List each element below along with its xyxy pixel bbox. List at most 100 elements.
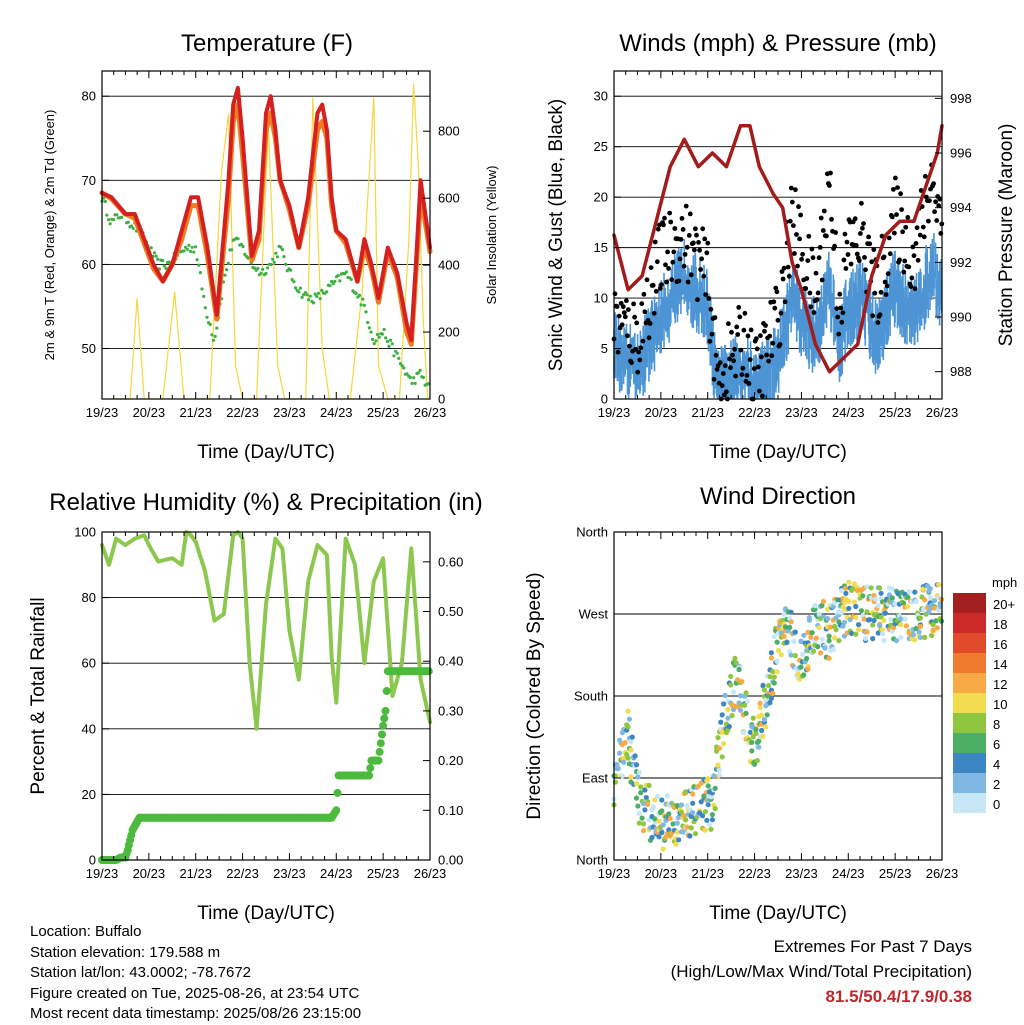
gust-point [755, 364, 761, 370]
humidity-xtick-label: 19/23 [86, 866, 119, 881]
gust-series [611, 162, 945, 402]
gust-point [836, 331, 842, 337]
winds-xtick-label: 22/23 [738, 405, 771, 420]
pressure-y2tick-label: 988 [950, 364, 972, 379]
direction-point [718, 719, 724, 725]
gust-point [615, 349, 621, 355]
direction-point [707, 822, 713, 828]
precipitation-point [332, 806, 341, 815]
dewpoint-point [313, 292, 317, 296]
direction-point [683, 817, 689, 823]
winds-ticks: 19/23 20/23 21/23 22/23 23/23 24/23 25/23 26/23… [594, 71, 972, 420]
winds-xtick-label: 26/23 [926, 405, 959, 420]
direction-point [700, 813, 706, 819]
direction-point [898, 616, 904, 622]
dewpoint-point [372, 342, 376, 346]
gust-point [704, 250, 710, 256]
gust-point [839, 319, 845, 325]
direction-point [666, 811, 672, 817]
direction-point [927, 595, 933, 601]
dewpoint-point [320, 288, 324, 292]
direction-point [692, 831, 699, 837]
gust-point [870, 313, 876, 319]
colorbar-swatch [953, 753, 986, 773]
station-info: Location: Buffalo Station elevation: 179… [30, 922, 361, 1025]
direction-point [819, 602, 825, 609]
info-created: Figure created on Tue, 2025-08-26, at 23… [30, 984, 360, 1002]
gust-point [841, 257, 847, 263]
humidity-xtick-label: 25/23 [367, 866, 400, 881]
dewpoint-point [210, 333, 214, 337]
dewpoint-point [331, 282, 335, 286]
gust-point [677, 256, 683, 262]
direction-point [878, 590, 884, 596]
direction-point [864, 584, 870, 590]
direction-point [882, 610, 888, 616]
gust-point [754, 346, 760, 352]
gust-point [764, 352, 769, 358]
temperature-panel: Temperature (F) 19/23 20/23 21/23 22/23 23/2… [42, 30, 499, 463]
gust-point [668, 219, 674, 225]
direction-point [856, 627, 862, 633]
humidity-precip-panel: Relative Humidity (%) & Precipitation (i… [28, 489, 483, 924]
direction-point [670, 821, 676, 827]
precip-y2tick-label: 0.20 [438, 753, 463, 768]
gust-point [891, 187, 896, 192]
gust-point [829, 216, 834, 222]
gust-point [909, 275, 915, 281]
gust-point [906, 264, 912, 270]
direction-point [753, 726, 759, 733]
direction-point [767, 700, 773, 706]
gust-point [819, 277, 825, 283]
direction-point [690, 800, 696, 806]
gust-point [875, 320, 881, 325]
direction-point [843, 585, 849, 591]
gust-point [937, 196, 943, 202]
temperature-xlabel: Time (Day/UTC) [197, 442, 335, 463]
gust-point [912, 286, 918, 292]
dewpoint-point [361, 297, 365, 301]
direction-point [705, 802, 711, 808]
direction-point [881, 637, 887, 644]
gust-point [686, 233, 692, 238]
precipitation-point [382, 687, 391, 695]
colorbar-label: 14 [993, 657, 1007, 672]
gust-point [698, 267, 703, 272]
gust-point [713, 352, 719, 358]
gust-point [616, 313, 622, 319]
dewpoint-point [203, 306, 207, 310]
gust-point [633, 346, 638, 352]
dewpoint-point [389, 338, 393, 342]
dewpoint-point [392, 354, 396, 358]
direction-point [742, 702, 748, 708]
dewpoint-point [189, 249, 193, 253]
dewpoint-point [297, 290, 301, 294]
direction-point [760, 682, 766, 689]
precip-y2tick-label: 0.50 [438, 604, 463, 619]
direction-point [719, 712, 725, 718]
dewpoint-point [256, 266, 260, 270]
direction-point [826, 655, 832, 661]
direction-point [716, 772, 723, 778]
direction-point [737, 707, 744, 713]
direction-xtick-label: 20/23 [645, 866, 678, 881]
direction-point [788, 619, 794, 625]
winds-xtick-label: 19/23 [598, 405, 631, 420]
dewpoint-point [105, 213, 109, 217]
winds-ytick-label: 5 [601, 341, 608, 356]
dewpoint-point [202, 294, 206, 298]
dewpoint-point [400, 364, 404, 368]
direction-point [917, 615, 924, 621]
precipitation-point [333, 788, 342, 797]
direction-point [856, 622, 862, 628]
gust-point [737, 314, 743, 320]
direction-point [791, 638, 797, 645]
direction-point [864, 629, 870, 635]
gust-point [772, 305, 778, 311]
colorbar-swatch [953, 793, 986, 813]
gust-point [869, 259, 875, 265]
dewpoint-point [303, 291, 307, 295]
direction-point [781, 611, 787, 617]
temperature-title: Temperature (F) [181, 30, 353, 57]
gust-point [807, 290, 813, 296]
